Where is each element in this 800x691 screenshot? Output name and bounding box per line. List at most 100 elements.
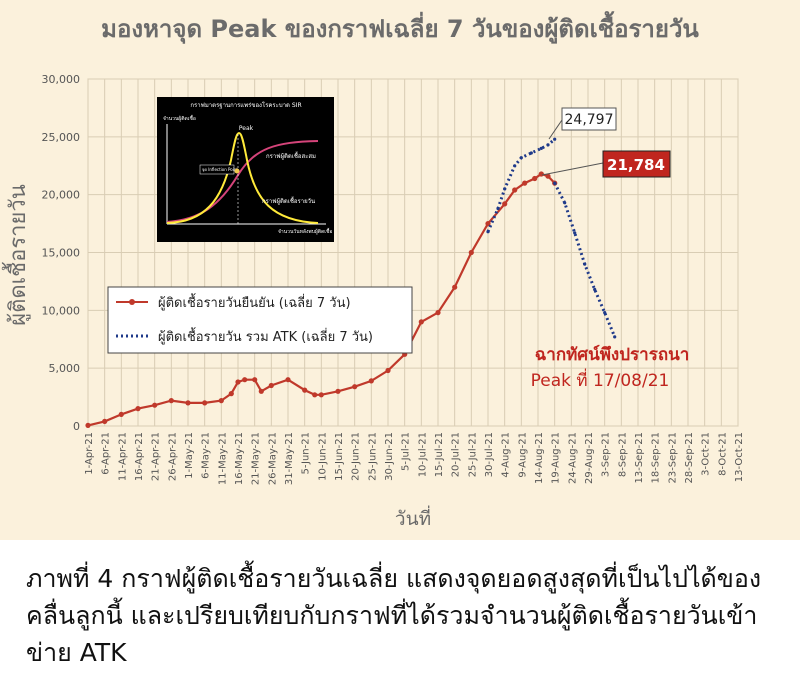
x-tick-label: 15-Jun-21 <box>334 432 345 481</box>
series-point-1 <box>519 156 523 160</box>
x-tick-label: 4-Aug-21 <box>501 432 512 478</box>
series-line-0 <box>87 172 556 427</box>
series-point-0 <box>335 388 341 394</box>
x-tick-label: 10-Jun-21 <box>317 432 328 481</box>
series-point-1 <box>496 206 500 211</box>
scenario-label-line2: Peak ที่ 17/08/21 <box>531 368 670 391</box>
series-point-0 <box>185 400 191 406</box>
series-point-0 <box>418 319 424 325</box>
x-tick-label: 20-Jun-21 <box>351 432 362 481</box>
series-point-0 <box>512 187 518 193</box>
series-point-2 <box>603 311 607 315</box>
x-tick-label: 21-Apr-21 <box>151 432 162 481</box>
x-tick-label: 23-Sep-21 <box>667 432 678 484</box>
legend-box <box>107 286 413 354</box>
atk-callout: 24,797 <box>548 107 617 140</box>
chart-area: มองหาจุด Peak ของกราฟเฉลี่ย 7 วันของผู้ต… <box>0 0 800 540</box>
y-tick-label: 5,000 <box>49 362 81 375</box>
series-point-2 <box>583 262 587 266</box>
x-tick-label: 16-May-21 <box>234 432 245 485</box>
series-point-0 <box>285 377 291 383</box>
peak-callout-label: 21,784 <box>607 156 665 174</box>
x-tick-label: 18-Sep-21 <box>651 432 662 484</box>
series-point-0 <box>202 400 208 406</box>
caption-text: ภาพที่ 4 กราฟผู้ติดเชื้อรายวันเฉลี่ย แสด… <box>26 564 762 667</box>
x-tick-label: 30-Jul-21 <box>484 432 495 477</box>
y-axis-title: ผู้ติดเชื้อรายวัน <box>2 184 31 326</box>
x-tick-label: 29-Aug-21 <box>584 432 595 484</box>
x-axis-title: วันที่ <box>395 505 431 530</box>
grid-lines <box>87 78 739 427</box>
legend: ผู้ติดเชื้อรายวันยืนยัน (เฉลี่ย 7 วัน) ผ… <box>107 286 413 354</box>
series-point-2 <box>593 287 597 292</box>
caption: ภาพที่ 4 กราฟผู้ติดเชื้อรายวันเฉลี่ย แสด… <box>0 540 800 691</box>
series-point-0 <box>545 173 551 179</box>
series-point-0 <box>102 418 108 424</box>
series-point-0 <box>252 377 258 383</box>
x-tick-label: 16-Apr-21 <box>134 432 145 481</box>
scenario-label-line1: ฉากทัศน์พึงปรารถนา <box>535 344 690 365</box>
series-point-0 <box>368 378 374 384</box>
series-point-0 <box>218 398 224 404</box>
series-point-1 <box>486 230 490 234</box>
x-tick-label: 31-May-21 <box>284 432 295 485</box>
x-tick-label: 25-Jul-21 <box>467 432 478 477</box>
x-tick-label: 11-Apr-21 <box>117 432 128 481</box>
x-tick-label: 5-Jul-21 <box>401 432 412 471</box>
series-point-0 <box>118 411 124 417</box>
x-tick-label: 1-Apr-21 <box>84 432 95 475</box>
x-tick-label: 20-Jul-21 <box>451 432 462 477</box>
series-point-1 <box>503 187 507 191</box>
y-tick-label: 30,000 <box>42 73 81 86</box>
inset-inflection-label: จุด Inflection Point <box>202 167 238 173</box>
x-tick-label: 3-Oct-21 <box>701 432 712 476</box>
series-point-0 <box>152 402 158 408</box>
x-tick-label: 13-Sep-21 <box>634 432 645 484</box>
inset-daily-curve <box>166 131 319 224</box>
series-point-0 <box>352 384 358 390</box>
x-tick-label: 8-Sep-21 <box>617 432 628 477</box>
x-tick-label: 8-Oct-21 <box>717 432 728 476</box>
series-point-0 <box>522 180 528 186</box>
x-tick-label: 9-Aug-21 <box>517 432 528 478</box>
inset-daily-label: กราฟผู้ติดเชื้อรายวัน <box>262 195 315 205</box>
x-ticks: 1-Apr-21 6-Apr-21 11-Apr-21 16-Apr-21 21-Apr… <box>84 432 745 485</box>
inset-title: กราฟมาตรฐานการแพร่ของโรคระบาด SIR <box>190 101 301 109</box>
legend-atk-label: ผู้ติดเชื้อรายวัน รวม ATK (เฉลี่ย 7 วัน) <box>158 327 373 345</box>
x-tick-label: 6-Apr-21 <box>101 432 112 475</box>
x-tick-label: 26-May-21 <box>267 432 278 485</box>
series-point-0 <box>532 175 538 182</box>
series-point-0 <box>258 388 264 394</box>
y-tick-label: 0 <box>73 420 80 433</box>
x-tick-label: 24-Aug-21 <box>567 432 578 484</box>
x-tick-label: 13-Oct-21 <box>734 432 745 482</box>
legend-confirmed-label: ผู้ติดเชื้อรายวันยืนยัน (เฉลี่ย 7 วัน) <box>158 293 351 311</box>
x-tick-label: 30-Jun-21 <box>384 432 395 481</box>
series-point-0 <box>318 392 324 398</box>
x-tick-label: 1-May-21 <box>184 432 195 479</box>
series-point-0 <box>228 391 234 397</box>
x-tick-label: 14-Aug-21 <box>534 432 545 484</box>
series-point-1 <box>539 146 543 150</box>
sir-inset: กราฟมาตรฐานการแพร่ของโรคระบาด SIR จำนวนผ… <box>157 97 334 242</box>
series-point-1 <box>529 151 533 155</box>
y-tick-label: 20,000 <box>42 189 81 202</box>
inset-cumulative-label: กราฟผู้ติดเชื้อสะสม <box>266 150 316 160</box>
x-tick-label: 25-Jun-21 <box>367 432 378 481</box>
series-point-2 <box>613 335 617 339</box>
series-point-1 <box>546 143 550 147</box>
x-tick-label: 21-May-21 <box>251 432 262 485</box>
atk-callout-label: 24,797 <box>565 112 614 128</box>
x-tick-label: 10-Jul-21 <box>417 432 428 477</box>
series-point-0 <box>85 422 91 428</box>
inset-peak-label: Peak <box>239 125 254 132</box>
series-point-2 <box>563 201 567 205</box>
y-tick-label: 15,000 <box>42 247 81 260</box>
y-ticks: 0 5,000 10,000 15,000 20,000 25,000 30,000 <box>42 73 81 433</box>
series-point-0 <box>502 201 508 207</box>
series-point-0 <box>468 249 474 256</box>
series-point-1 <box>513 164 517 168</box>
series-point-0 <box>268 382 274 389</box>
y-tick-label: 10,000 <box>42 304 81 317</box>
series-point-2 <box>553 181 557 185</box>
